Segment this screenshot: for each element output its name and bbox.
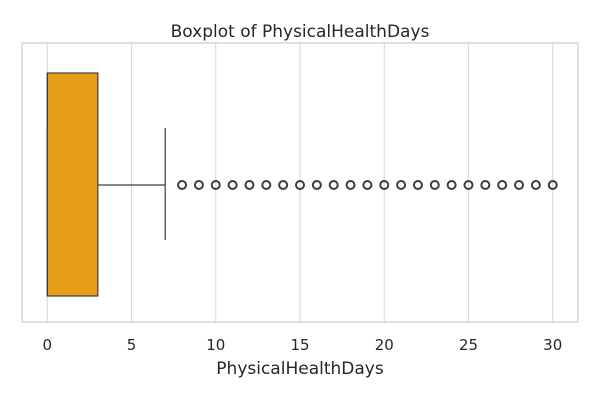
outlier-point [193, 180, 204, 190]
outlier-point [295, 180, 305, 190]
outlier-point [480, 180, 491, 190]
outlier-point [210, 180, 221, 190]
outlier-point [227, 180, 238, 190]
outlier-point [379, 180, 390, 190]
outlier-point [261, 180, 272, 190]
x-tick-label: 20 [375, 336, 394, 354]
x-tick-label: 25 [459, 336, 478, 354]
iqr-box [46, 72, 99, 297]
outlier-point [463, 180, 474, 190]
outlier-points [177, 180, 558, 190]
x-tick-label: 5 [127, 336, 137, 354]
x-tick-label: 15 [290, 336, 309, 354]
outlier-point [278, 180, 289, 190]
outlier-point [345, 180, 356, 190]
x-tick-label: 0 [42, 336, 52, 354]
box-plot-body [46, 72, 166, 297]
outlier-point [311, 180, 322, 190]
outlier-point [328, 180, 339, 190]
outlier-point [429, 180, 440, 190]
outlier-point [514, 180, 525, 190]
x-tick-labels: 0 5 10 15 20 25 30 [42, 336, 562, 354]
outlier-point [412, 180, 423, 190]
outlier-point [362, 180, 373, 190]
outlier-point [177, 180, 188, 190]
outlier-point [244, 180, 255, 190]
outlier-point [497, 180, 508, 190]
x-tick-label: 30 [543, 336, 562, 354]
outlier-point [530, 180, 541, 190]
plot-frame [21, 42, 579, 323]
outlier-point [446, 180, 457, 190]
x-tick-label: 10 [206, 336, 225, 354]
outlier-point [396, 180, 407, 190]
chart-title: Boxplot of PhysicalHealthDays [171, 22, 430, 42]
outlier-point [547, 180, 558, 190]
x-axis-label: PhysicalHealthDays [216, 359, 384, 379]
grid-lines [46, 43, 554, 322]
